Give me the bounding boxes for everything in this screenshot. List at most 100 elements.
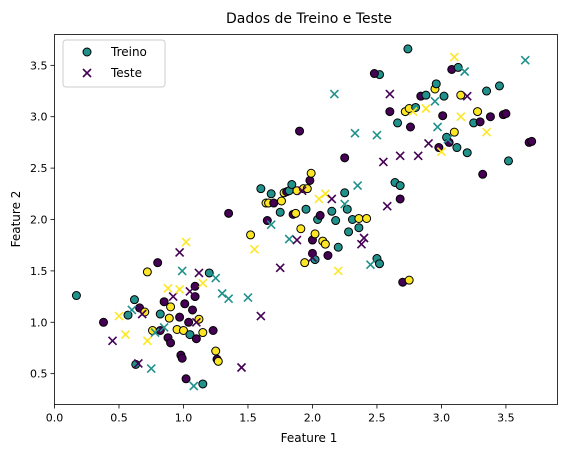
train-point [395,194,405,204]
train-point [527,136,537,146]
test-point [107,336,118,346]
test-point [327,194,337,204]
legend: Treino Teste [62,39,166,88]
test-point [249,244,259,254]
train-point [485,112,495,122]
train-point [166,338,176,348]
train-point [208,326,218,335]
train-point [340,153,350,163]
test-point [421,103,431,114]
legend-marker-treino [82,47,92,57]
test-point [443,134,453,144]
train-point [340,188,350,198]
train-point [142,267,152,277]
legend-label-teste: Teste [110,66,142,80]
y-axis-ticks: 0.5 1.0 1.5 2.0 2.5 3.0 3.5 [30,59,55,381]
train-point [438,111,448,121]
test-point [307,252,318,263]
train-point [123,310,133,320]
train-point [431,79,441,89]
train-point [198,379,208,389]
train-point [276,196,286,206]
train-point [501,109,511,119]
x-tick-label: 3.5 [497,412,515,425]
train-point [188,305,198,315]
test-point [275,263,285,273]
train-point [99,317,109,327]
train-point [159,297,169,307]
y-tick-label: 2.0 [30,214,48,227]
test-point [211,273,221,283]
test-point [436,147,446,157]
train-point [310,229,320,239]
train-point [306,168,316,178]
train-point [494,81,504,91]
train-point [191,334,201,344]
train-point [300,258,310,268]
train-point [178,326,188,335]
train-point [482,86,492,96]
y-tick-label: 3.0 [30,111,48,124]
test-point [175,284,185,294]
test-point [120,330,131,340]
train-point [405,122,415,132]
test-point [378,157,388,167]
train-point [449,127,459,137]
test-point [177,266,187,276]
train-point [375,259,385,269]
test-point [365,260,376,270]
x-tick-label: 0.5 [110,412,128,425]
train-point [305,175,315,185]
train-point [473,107,483,117]
test-point [194,268,204,278]
train-point [475,117,485,127]
test-point [314,194,324,204]
y-tick-label: 2.5 [30,162,48,175]
test-point [163,283,173,293]
test-point [114,311,124,321]
x-tick-label: 1.0 [175,412,193,425]
train-point [266,189,276,199]
train-point [403,44,413,54]
y-axis-label: Feature 2 [9,191,23,248]
test-point [449,52,459,62]
train-point [275,207,285,217]
test-point [432,122,443,132]
train-point [462,148,472,158]
y-tick-label: 0.5 [30,368,48,381]
test-point [460,66,470,77]
train-point [456,90,466,100]
test-point [224,294,234,304]
train-point [434,143,444,153]
test-point [385,89,395,99]
test-point [146,363,156,374]
x-tick-label: 2.5 [368,412,386,425]
test-point [340,199,350,209]
train-point [395,181,405,191]
train-point [155,309,165,319]
train-point [393,118,403,128]
test-point [159,322,169,332]
test-point [413,151,423,161]
train-point [333,242,343,252]
train-point [452,143,462,153]
train-point [354,213,364,223]
test-point [137,309,147,319]
test-point [266,220,276,230]
train-point [177,353,187,363]
test-point [236,362,247,373]
test-point [333,266,343,276]
test-point [189,381,199,391]
legend-marker-teste [82,68,92,78]
test-point [191,317,201,327]
legend-label-treino: Treino [110,45,147,59]
train-point [331,216,341,226]
y-tick-label: 1.0 [30,316,48,329]
train-point [246,230,256,240]
train-point [287,180,297,190]
test-point [133,358,143,368]
train-point [323,250,333,260]
train-point [478,169,488,179]
train-point [213,356,223,366]
train-point [404,275,414,285]
